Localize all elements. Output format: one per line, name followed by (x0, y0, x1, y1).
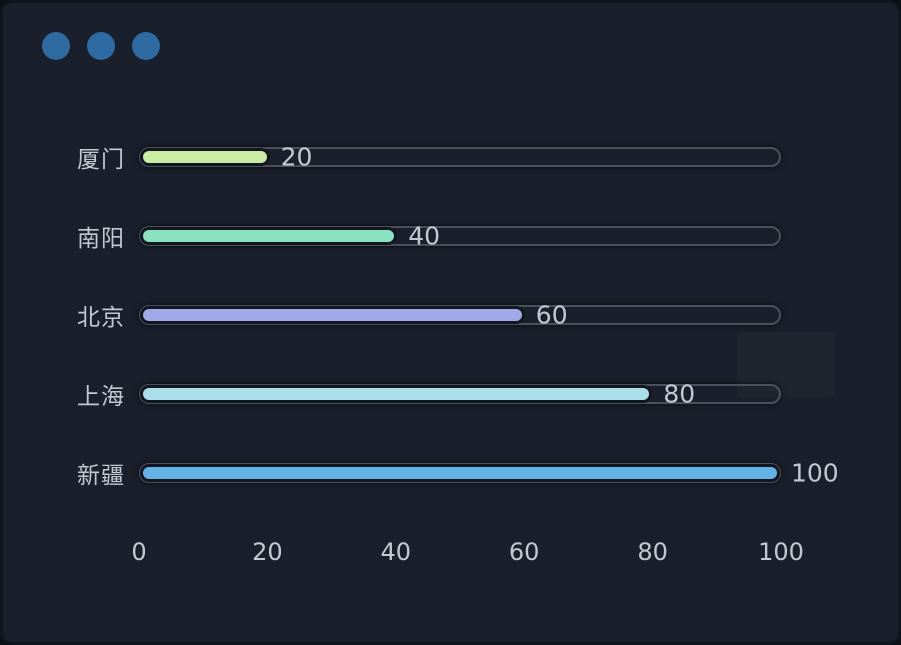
horizontal-bar-chart: 厦门 20 南阳 40 北京 60 上海 80 (0, 117, 901, 593)
bar-row-xiamen: 厦门 20 (0, 117, 901, 196)
category-label: 新疆 (77, 462, 125, 489)
bar-row-shanghai: 上海 80 (0, 354, 901, 433)
value-label: 80 (663, 379, 696, 408)
x-axis-tick-20: 20 (252, 538, 283, 566)
bar-track[interactable]: 100 (139, 458, 839, 487)
bar-fill[interactable] (143, 150, 267, 163)
window-control-dot-2[interactable] (87, 32, 115, 60)
bar-track[interactable]: 40 (139, 221, 781, 250)
x-axis: 0 20 40 60 80 100 (131, 512, 804, 593)
category-label: 厦门 (77, 146, 125, 173)
x-axis-tick-0: 0 (131, 538, 147, 566)
value-label: 60 (535, 300, 568, 329)
bar-row-beijing: 北京 60 (0, 275, 901, 354)
window-control-dot-1[interactable] (42, 32, 70, 60)
category-label: 上海 (77, 383, 125, 410)
window-titlebar (42, 32, 160, 60)
value-label: 100 (791, 458, 839, 487)
bar-fill[interactable] (143, 466, 777, 479)
bar-track[interactable]: 80 (139, 379, 781, 408)
bar-track[interactable]: 20 (139, 142, 781, 171)
bar-fill[interactable] (143, 229, 395, 242)
category-label: 北京 (77, 304, 125, 331)
x-axis-tick-40: 40 (380, 538, 412, 566)
bar-track[interactable]: 60 (139, 300, 781, 329)
bar-fill[interactable] (143, 387, 650, 400)
bar-fill[interactable] (143, 308, 522, 321)
value-label: 20 (280, 142, 313, 171)
window-control-dot-3[interactable] (132, 32, 160, 60)
x-axis-tick-60: 60 (508, 538, 540, 566)
x-axis-tick-100: 100 (758, 538, 804, 566)
category-label: 南阳 (77, 225, 125, 252)
x-axis-tick-80: 80 (637, 538, 668, 566)
value-label: 40 (408, 221, 440, 250)
bar-row-xinjiang: 新疆 100 (0, 433, 901, 512)
bar-row-nanyang: 南阳 40 (0, 196, 901, 275)
